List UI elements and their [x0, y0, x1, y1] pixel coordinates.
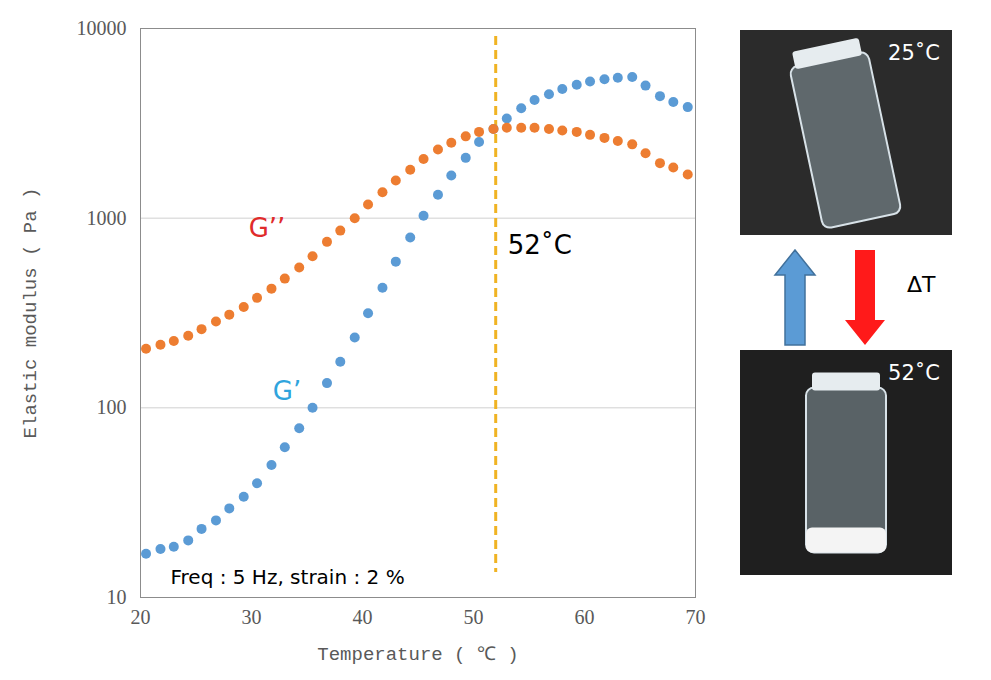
svg-text:52˚C: 52˚C [888, 361, 940, 385]
svg-text:60: 60 [575, 606, 595, 628]
svg-text:ΔT: ΔT [907, 272, 936, 297]
svg-text:20: 20 [131, 606, 151, 628]
svg-text:100: 100 [97, 396, 127, 418]
svg-text:Elastic modulus ( Pa ): Elastic modulus ( Pa ) [20, 188, 42, 439]
svg-text:Freq : 5 Hz, strain : 2 %: Freq : 5 Hz, strain : 2 % [171, 565, 405, 589]
svg-text:10: 10 [107, 586, 127, 608]
svg-text:52˚C: 52˚C [508, 230, 572, 260]
svg-text:Temperature ( ℃ ): Temperature ( ℃ ) [317, 644, 518, 666]
svg-text:30: 30 [242, 606, 262, 628]
svg-text:50: 50 [464, 606, 484, 628]
svg-text:10000: 10000 [77, 17, 127, 39]
svg-text:G’: G’ [273, 376, 301, 406]
svg-text:25˚C: 25˚C [888, 41, 940, 65]
svg-text:G’’: G’’ [249, 213, 286, 243]
svg-text:40: 40 [353, 606, 373, 628]
svg-text:70: 70 [686, 606, 706, 628]
svg-text:1000: 1000 [87, 207, 127, 229]
